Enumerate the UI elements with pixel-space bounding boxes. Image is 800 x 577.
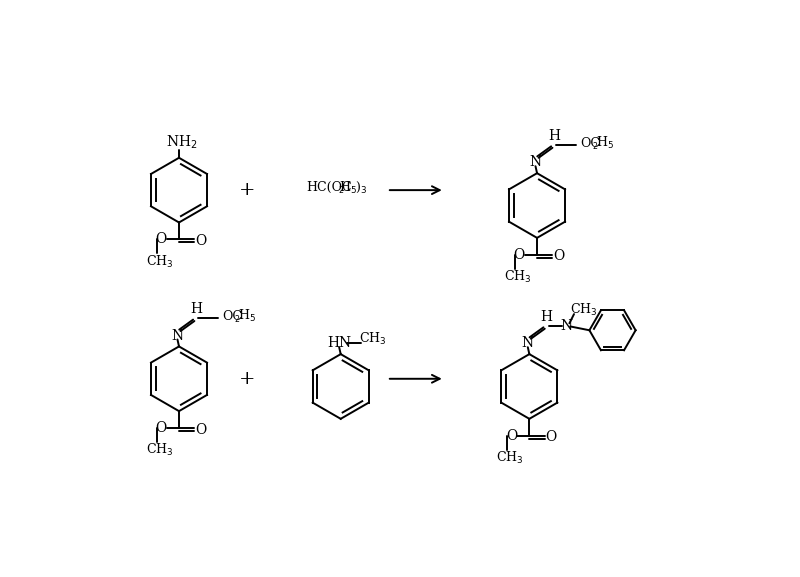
Text: O: O xyxy=(514,248,525,262)
Text: O: O xyxy=(506,429,518,443)
Text: H$_{5}$)$_{3}$: H$_{5}$)$_{3}$ xyxy=(339,179,368,194)
Text: $_{2}$: $_{2}$ xyxy=(234,314,241,327)
Text: O: O xyxy=(156,421,167,435)
Text: HC(OC: HC(OC xyxy=(306,181,352,193)
Text: CH$_3$: CH$_3$ xyxy=(146,254,174,270)
Text: OC: OC xyxy=(580,137,600,149)
Text: OC: OC xyxy=(222,310,242,323)
Text: NH$_2$: NH$_2$ xyxy=(166,134,197,151)
Text: N: N xyxy=(560,320,572,334)
Text: +: + xyxy=(238,370,255,388)
Text: CH$_3$: CH$_3$ xyxy=(570,302,597,319)
Text: H: H xyxy=(548,129,560,143)
Text: HN: HN xyxy=(327,336,351,350)
Text: CH$_3$: CH$_3$ xyxy=(146,443,174,459)
Text: O: O xyxy=(546,430,557,444)
Text: H$_{5}$: H$_{5}$ xyxy=(238,308,256,324)
Text: +: + xyxy=(238,181,255,199)
Text: O: O xyxy=(195,234,206,248)
Text: O: O xyxy=(195,422,206,437)
Text: H$_{5}$: H$_{5}$ xyxy=(596,135,614,151)
Text: O: O xyxy=(553,249,564,263)
Text: H: H xyxy=(190,302,202,316)
Text: $_{2}$: $_{2}$ xyxy=(593,141,598,153)
Text: N: N xyxy=(171,329,183,343)
Text: $_{2}$: $_{2}$ xyxy=(335,185,345,197)
Text: CH$_3$: CH$_3$ xyxy=(359,331,386,347)
Text: H: H xyxy=(540,310,552,324)
Text: O: O xyxy=(156,233,167,246)
Text: N: N xyxy=(522,336,534,350)
Text: N: N xyxy=(530,155,542,170)
Text: CH$_3$: CH$_3$ xyxy=(496,450,524,466)
Text: CH$_3$: CH$_3$ xyxy=(504,269,531,285)
